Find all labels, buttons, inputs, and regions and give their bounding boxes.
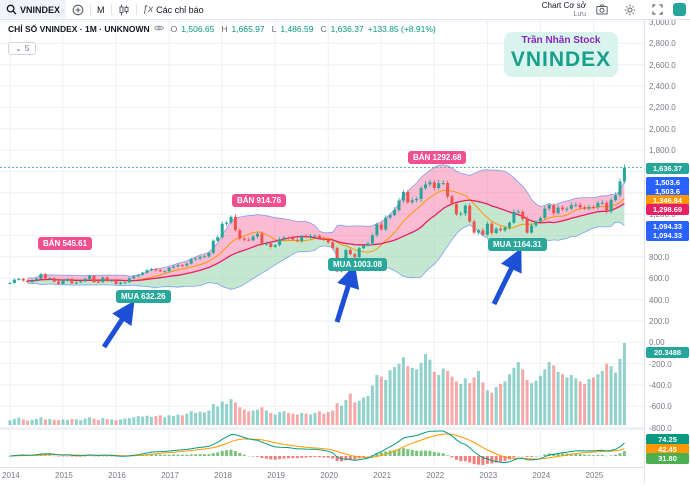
camera-icon <box>596 4 608 15</box>
year-tick: 2021 <box>373 471 392 480</box>
drawn-arrow <box>491 248 522 306</box>
watermark-brand: Trần Nhân Stock <box>521 35 601 46</box>
interval-button[interactable]: M <box>97 4 105 15</box>
year-tick: 2024 <box>532 471 551 480</box>
price-level-chip: 1,503.6 <box>646 177 689 189</box>
year-tick: 2025 <box>585 471 604 480</box>
price-tick: 200.0 <box>649 316 670 326</box>
price-tick: 0.00 <box>649 338 665 348</box>
price-tick: -800.0 <box>649 423 672 433</box>
snapshot-button[interactable] <box>590 0 614 19</box>
price-tick: -400.0 <box>649 380 672 390</box>
indicator-collapse-pill[interactable]: ⌄ 5 <box>8 42 37 55</box>
symbol-search-button[interactable]: VNINDEX <box>0 0 67 19</box>
low-value: 1,486.59 <box>280 24 314 34</box>
high-value: 1,665.97 <box>231 24 265 34</box>
price-tick: -200.0 <box>649 359 672 369</box>
price-tick: 3,000.0 <box>649 18 676 27</box>
eye-icon[interactable] <box>153 24 164 34</box>
search-icon <box>6 4 17 15</box>
gear-icon <box>624 4 636 16</box>
price-level-chip: 1,094.33 <box>646 229 689 241</box>
sell-signal-label[interactable]: BÁN 914.76 <box>232 194 287 207</box>
legend-title[interactable]: CHỈ SỐ VNINDEX · 1M · UNKNOWN <box>8 24 150 34</box>
chart-legend: CHỈ SỐ VNINDEX · 1M · UNKNOWN O 1,506.65 … <box>8 24 436 34</box>
fullscreen-icon <box>652 4 663 15</box>
indicators-button[interactable]: ƒx Các chỉ báo <box>137 0 210 19</box>
publish-button[interactable] <box>673 3 686 16</box>
price-tick: 2,600.0 <box>649 60 676 70</box>
settings-button[interactable] <box>618 0 642 19</box>
high-label: H <box>221 24 228 34</box>
year-tick: 2015 <box>55 471 73 480</box>
fullscreen-button[interactable] <box>646 0 669 19</box>
close-value: 1,636.37 <box>330 24 364 34</box>
pill-value: 5 <box>24 44 30 53</box>
time-axis[interactable]: 2014 2015 2016 2017 2018 2019 2020 2021 2022 2023… <box>0 467 644 484</box>
macd-value-chip: 31.80 <box>646 453 689 464</box>
year-tick: 2022 <box>426 471 445 480</box>
sell-signal-label[interactable]: BÁN 545.61 <box>38 237 93 250</box>
top-toolbar: VNINDEX M ƒx Các chỉ báo Chart Cơ sở Lưu <box>0 0 690 20</box>
year-tick: 2023 <box>479 471 498 480</box>
price-tick: 2,800.0 <box>649 39 676 49</box>
chart-type-button[interactable] <box>112 0 136 19</box>
year-tick: 2014 <box>2 471 20 480</box>
year-tick: 2017 <box>161 471 179 480</box>
price-tick: 2,400.0 <box>649 82 676 92</box>
chart-pane[interactable]: Trần Nhân Stock VNINDEX CHỈ SỐ VNINDEX ·… <box>0 19 644 467</box>
candlestick-chart[interactable] <box>0 19 644 467</box>
price-axis[interactable]: 3,000.0 2,800.0 2,600.0 2,400.0 2,200.0 2,000… <box>644 18 690 483</box>
change-value: +133.85 (+8.91%) <box>367 24 436 34</box>
low-label: L <box>271 24 277 34</box>
price-level-chip: 1,503.6 <box>646 186 689 198</box>
toolbar-separator <box>135 4 137 15</box>
price-tick: 400.0 <box>649 295 670 305</box>
buy-signal-label[interactable]: MUA 1003.08 <box>328 258 388 271</box>
symbol-name: VNINDEX <box>20 4 61 15</box>
fx-icon: ƒx <box>142 4 154 15</box>
macd-value-chip: 42.45 <box>646 444 689 455</box>
year-tick: 2018 <box>214 471 232 480</box>
layout-name: Chart Cơ sở <box>541 0 586 10</box>
indicators-label: Các chỉ báo <box>156 4 204 15</box>
price-level-chip: 1,346.84 <box>646 195 689 207</box>
drawn-arrow <box>334 264 360 323</box>
year-tick: 2019 <box>267 471 285 480</box>
close-label: C <box>320 24 327 34</box>
price-tick: 1,800.0 <box>649 146 676 156</box>
sell-signal-label[interactable]: BÁN 1292.68 <box>408 151 467 164</box>
volume-chip: 20.3488 <box>646 347 689 358</box>
open-label: O <box>170 24 178 34</box>
chevron-down-icon: ⌄ <box>15 44 22 53</box>
toolbar-separator <box>90 4 92 15</box>
save-layout-label: Lưu <box>573 10 586 18</box>
watermark: Trần Nhân Stock VNINDEX <box>504 32 618 77</box>
price-tick: 800.0 <box>649 252 670 262</box>
buy-signal-label[interactable]: MUA 632.26 <box>116 290 171 303</box>
toolbar-separator <box>110 4 112 15</box>
price-tick: 600.0 <box>649 274 670 284</box>
layout-menu[interactable]: Chart Cơ sở Lưu <box>541 0 586 18</box>
price-level-chip: 1,636.37 <box>646 163 689 175</box>
buy-signal-label[interactable]: MUA 1164.31 <box>488 238 547 251</box>
year-tick: 2020 <box>320 471 339 480</box>
year-tick: 2016 <box>108 471 126 480</box>
price-level-chip: 1,298.69 <box>646 204 689 216</box>
macd-value-chip: 74.25 <box>646 434 689 445</box>
compare-add-button[interactable] <box>66 0 90 19</box>
drawn-arrow <box>101 300 135 349</box>
price-tick: 2,000.0 <box>649 124 676 134</box>
price-tick: -600.0 <box>649 402 672 412</box>
watermark-symbol: VNINDEX <box>510 48 612 71</box>
open-value: 1,506.65 <box>181 24 215 34</box>
price-tick: 2,200.0 <box>649 103 676 113</box>
price-level-chip: 1,094.33 <box>646 220 689 232</box>
